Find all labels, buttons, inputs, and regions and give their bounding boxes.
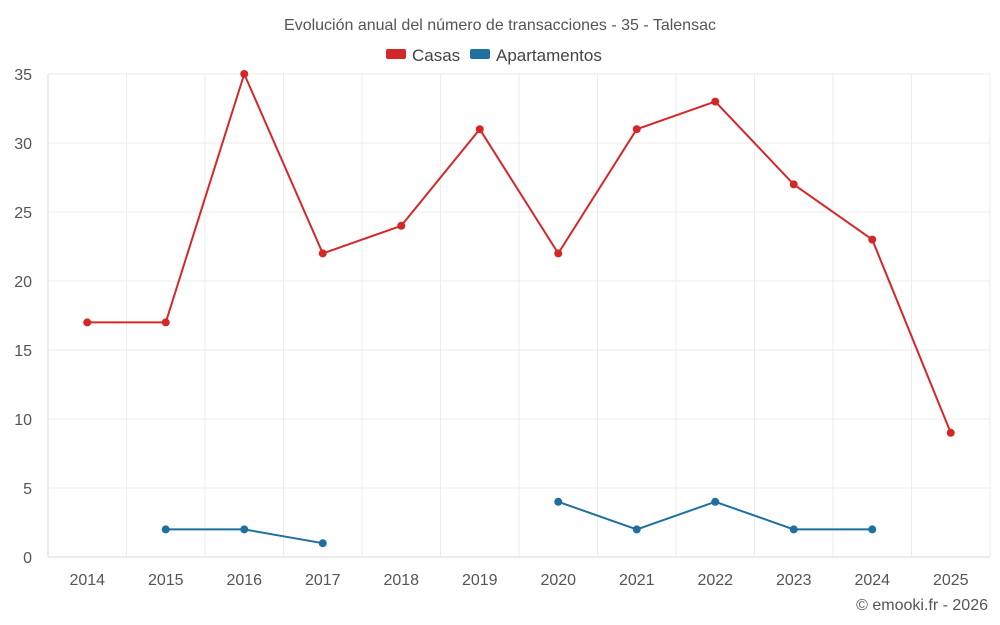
data-point-apartamentos-2021[interactable]	[632, 525, 641, 534]
legend-swatch-casas	[386, 49, 406, 59]
data-point-casas-2022[interactable]	[711, 97, 720, 106]
y-axis-ticks: 0 5 10 15 20 25 30 35	[14, 67, 32, 567]
data-point-casas-2023[interactable]	[789, 180, 798, 189]
data-point-casas-2014[interactable]	[83, 318, 92, 327]
chart-title: Evolución anual del número de transaccio…	[284, 17, 716, 34]
x-tick-label: 2020	[540, 572, 576, 589]
series-line-casas	[87, 73, 952, 434]
series-apartamentos	[161, 497, 877, 548]
legend-swatch-apartamentos	[470, 49, 490, 59]
data-point-casas-2017[interactable]	[318, 249, 327, 258]
data-point-apartamentos-2015[interactable]	[161, 525, 170, 534]
data-point-casas-2016[interactable]	[240, 70, 249, 78]
data-point-apartamentos-2022[interactable]	[711, 497, 720, 506]
data-point-casas-2018[interactable]	[397, 221, 406, 230]
x-tick-label: 2024	[854, 572, 890, 589]
data-point-casas-2024[interactable]	[868, 235, 877, 244]
y-tick-label: 10	[14, 412, 32, 429]
series	[83, 70, 955, 548]
y-tick-label: 5	[23, 481, 32, 498]
legend-item-casas[interactable]: Casas	[386, 46, 460, 65]
x-tick-label: 2025	[933, 572, 969, 589]
legend-label-apartamentos: Apartamentos	[496, 46, 602, 65]
x-tick-label: 2022	[697, 572, 733, 589]
x-tick-label: 2015	[148, 572, 184, 589]
data-point-apartamentos-2017[interactable]	[318, 539, 327, 548]
x-tick-label: 2018	[383, 572, 419, 589]
x-axis-ticks: 2014 2015 2016 2017 2018 2019 2020 2021 2022 2023…	[69, 572, 968, 589]
x-tick-label: 2017	[305, 572, 341, 589]
data-point-casas-2015[interactable]	[161, 318, 170, 327]
series-line-apartamentos	[557, 500, 873, 531]
y-tick-label: 35	[14, 67, 32, 84]
credit-text: © emooki.fr - 2026	[856, 597, 988, 614]
y-tick-label: 15	[14, 343, 32, 360]
data-point-apartamentos-2024[interactable]	[868, 525, 877, 534]
legend-label-casas: Casas	[412, 46, 460, 65]
y-tick-label: 20	[14, 274, 32, 291]
data-point-apartamentos-2016[interactable]	[240, 525, 249, 534]
x-tick-label: 2014	[69, 572, 105, 589]
x-tick-label: 2016	[226, 572, 262, 589]
data-point-casas-2021[interactable]	[632, 125, 641, 134]
y-tick-label: 0	[23, 550, 32, 567]
series-casas	[83, 70, 955, 437]
y-tick-label: 25	[14, 205, 32, 222]
gridlines	[47, 73, 991, 558]
legend: Casas Apartamentos	[386, 46, 602, 65]
y-tick-label: 30	[14, 136, 32, 153]
data-point-apartamentos-2020[interactable]	[554, 497, 563, 506]
data-point-casas-2025[interactable]	[946, 428, 955, 437]
x-tick-label: 2021	[619, 572, 655, 589]
legend-item-apartamentos[interactable]: Apartamentos	[470, 46, 602, 65]
x-tick-label: 2019	[462, 572, 498, 589]
data-point-casas-2020[interactable]	[554, 249, 563, 258]
data-point-casas-2019[interactable]	[475, 125, 484, 134]
x-tick-label: 2023	[776, 572, 812, 589]
data-point-apartamentos-2023[interactable]	[789, 525, 798, 534]
